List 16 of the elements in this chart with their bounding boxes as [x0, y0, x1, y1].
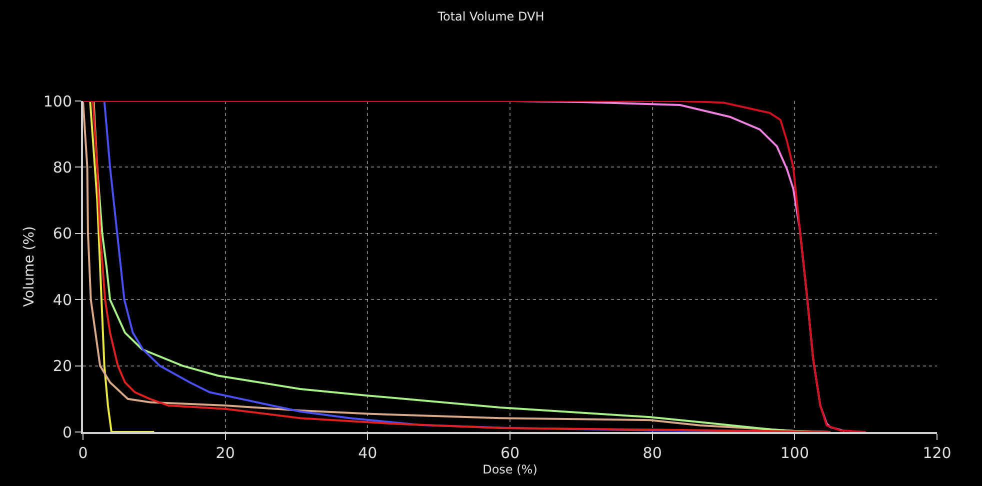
x-tick-label: 80: [642, 444, 662, 462]
y-axis-title: Volume (%): [21, 226, 38, 307]
x-tick-label: 40: [358, 444, 378, 462]
x-tick-label: 100: [780, 444, 809, 462]
chart-title: Total Volume DVH: [436, 10, 544, 24]
x-tick-label: 0: [78, 444, 88, 462]
x-tick-label: 60: [500, 444, 520, 462]
y-tick-label: 40: [52, 290, 72, 309]
x-tick-label: 120: [922, 444, 952, 462]
y-tick-label: 80: [52, 158, 72, 176]
y-tick-label: 20: [52, 357, 72, 376]
x-tick-label: 20: [216, 444, 235, 462]
y-tick-label: 60: [52, 224, 72, 243]
x-axis-title: Dose (%): [482, 462, 538, 476]
y-tick-label: 0: [62, 423, 72, 442]
y-tick-label: 100: [43, 92, 72, 110]
